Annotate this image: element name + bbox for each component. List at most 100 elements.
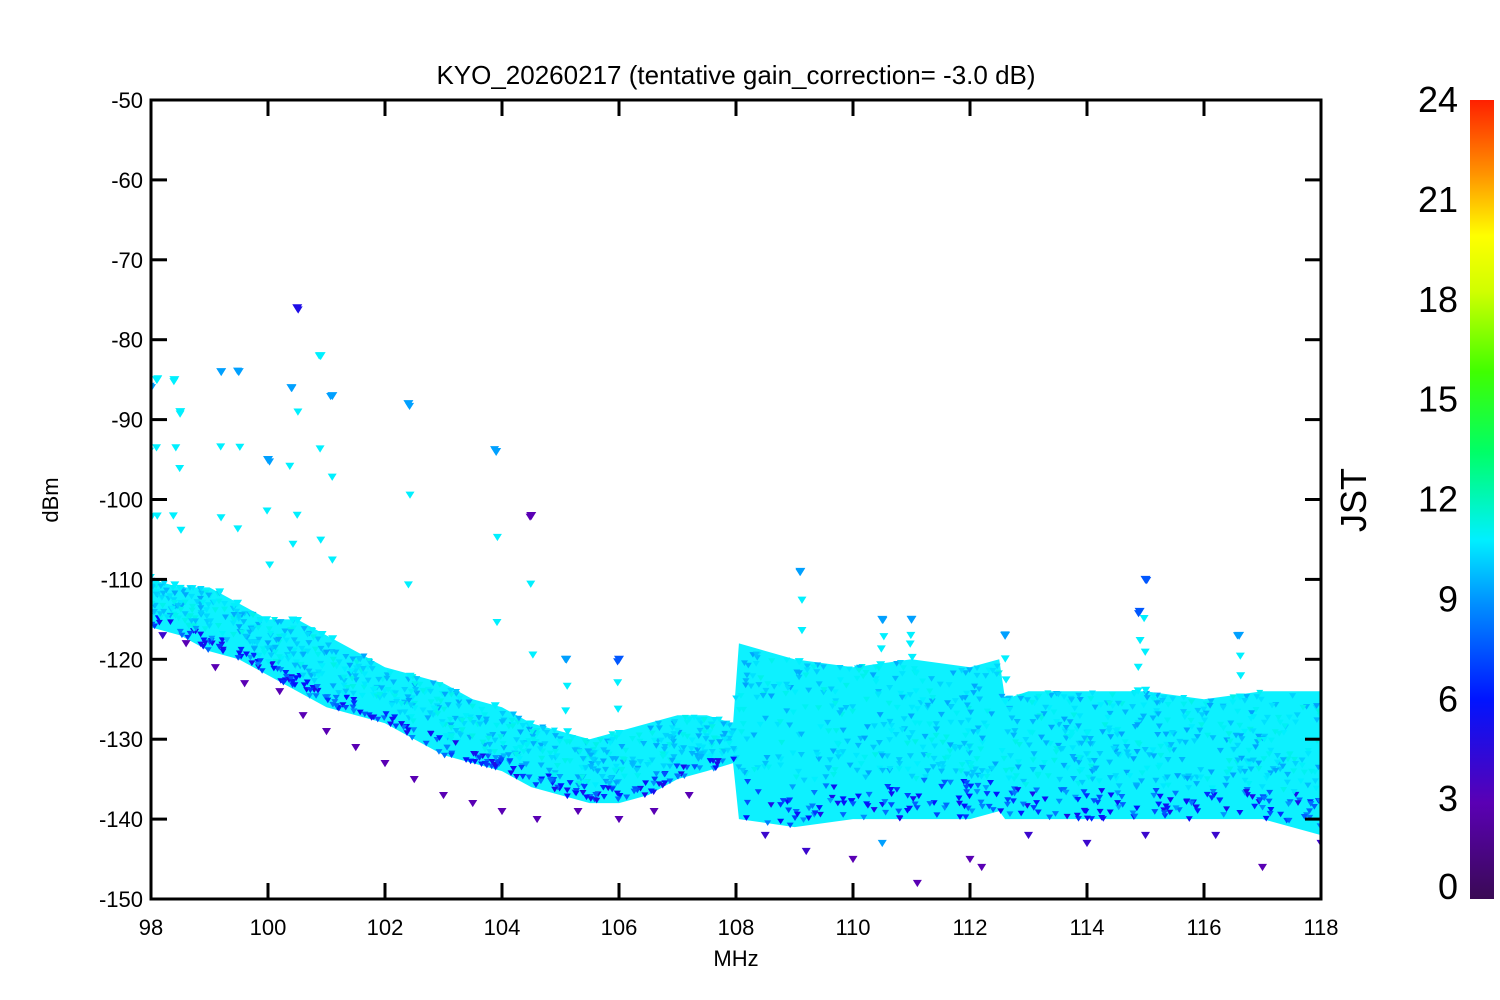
colorbar-tick-label: 15 (1418, 379, 1458, 420)
noise-point (837, 707, 845, 714)
noise-point (911, 801, 919, 808)
noise-point (618, 766, 626, 773)
noise-point (340, 674, 348, 681)
noise-point (175, 615, 183, 622)
noise-point (811, 776, 819, 783)
noise-point (791, 815, 799, 821)
noise-point (256, 618, 264, 625)
signal-point (1235, 693, 1245, 701)
signal-point (906, 631, 916, 640)
noise-point (329, 683, 337, 689)
noise-point (152, 591, 160, 598)
noise-point (1094, 799, 1102, 806)
noise-point (1272, 767, 1280, 774)
noise-point (1234, 742, 1242, 749)
noise-point (973, 672, 981, 679)
noise-point (604, 785, 612, 792)
noise-point (983, 708, 991, 715)
y-axis-label: dBm (38, 477, 63, 522)
noise-point (932, 721, 940, 727)
noise-point (1207, 769, 1215, 776)
noise-point (1307, 801, 1315, 807)
noise-point (497, 734, 505, 740)
noise-point (951, 698, 959, 704)
noise-point (1198, 722, 1206, 728)
noise-point (1083, 815, 1091, 822)
noise-point (1092, 765, 1100, 772)
noise-point (1255, 737, 1263, 743)
noise-point (1129, 810, 1137, 817)
noise-point (500, 753, 508, 760)
noise-point (205, 592, 213, 599)
noise-point (628, 760, 636, 767)
noise-point (282, 670, 290, 676)
noise-point (833, 740, 841, 747)
noise-point (435, 749, 443, 755)
noise-point (1193, 781, 1201, 787)
outlier-point (848, 855, 858, 864)
noise-point (229, 631, 237, 638)
noise-point (810, 789, 818, 796)
noise-point (1083, 751, 1091, 757)
noise-point (1297, 778, 1305, 785)
x-tick-label: 116 (1186, 915, 1221, 940)
noise-point (536, 746, 544, 752)
noise-point (1308, 768, 1316, 775)
x-tick-label: 104 (484, 915, 521, 940)
noise-point (498, 719, 506, 725)
noise-point (238, 612, 246, 618)
noise-point (1314, 764, 1321, 771)
noise-point (1184, 710, 1192, 717)
noise-point (268, 661, 276, 667)
noise-point (1237, 733, 1245, 739)
noise-point (774, 754, 782, 760)
noise-point (580, 784, 588, 790)
noise-point (1241, 777, 1249, 784)
noise-point (743, 672, 751, 679)
signal-point (316, 536, 326, 544)
noise-point (1249, 757, 1257, 764)
noise-point (348, 675, 356, 682)
noise-point (1279, 763, 1287, 770)
signal-point (492, 618, 502, 627)
noise-point (1152, 777, 1160, 784)
noise-point (314, 636, 322, 643)
signal-point (1140, 648, 1150, 656)
noise-point (1011, 728, 1019, 734)
noise-point (803, 667, 811, 673)
noise-point (563, 793, 571, 800)
noise-point (970, 729, 978, 735)
colorbar-tick-label: 0 (1438, 866, 1458, 907)
noise-point (903, 808, 911, 814)
noise-point (939, 764, 947, 771)
noise-point (633, 767, 641, 774)
noise-point (556, 738, 564, 745)
noise-point (1174, 773, 1182, 779)
noise-point (944, 754, 952, 761)
noise-point (800, 777, 808, 784)
signal-point (288, 616, 298, 624)
noise-point (1005, 775, 1013, 782)
noise-point (971, 683, 979, 690)
noise-point (598, 773, 606, 780)
outlier-point (181, 640, 191, 648)
noise-point (1123, 749, 1131, 756)
noise-point (509, 723, 517, 730)
noise-point (955, 795, 963, 802)
noise-point (820, 664, 828, 670)
noise-point (215, 598, 223, 605)
noise-point (237, 646, 245, 653)
noise-point (233, 608, 241, 615)
colorbar-tick-label: 9 (1438, 578, 1458, 619)
noise-point (679, 732, 687, 738)
noise-point (1062, 735, 1070, 742)
noise-point (967, 709, 975, 716)
noise-point (203, 613, 211, 620)
noise-point (1106, 775, 1114, 781)
noise-point (1298, 757, 1306, 764)
outlier-point (684, 791, 694, 800)
noise-point (349, 690, 357, 697)
noise-point (1216, 797, 1224, 804)
noise-point (230, 603, 238, 609)
noise-point (1106, 809, 1114, 816)
